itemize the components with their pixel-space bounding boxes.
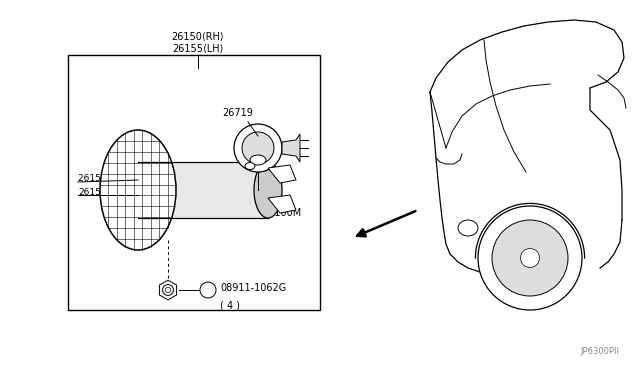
Text: ( 4 ): ( 4 ) xyxy=(220,300,240,310)
Ellipse shape xyxy=(520,248,540,267)
Ellipse shape xyxy=(242,132,274,164)
Ellipse shape xyxy=(492,220,568,296)
Text: JP6300PII: JP6300PII xyxy=(580,347,619,356)
Polygon shape xyxy=(268,195,296,213)
Text: 24100M: 24100M xyxy=(262,208,301,218)
Ellipse shape xyxy=(100,130,176,250)
Text: 08911-1062G: 08911-1062G xyxy=(220,283,286,293)
Text: N: N xyxy=(205,285,211,295)
Text: 26719: 26719 xyxy=(223,108,253,118)
Ellipse shape xyxy=(478,206,582,310)
Ellipse shape xyxy=(234,124,282,172)
Text: 26150⟨RH⟩: 26150⟨RH⟩ xyxy=(172,32,224,42)
Ellipse shape xyxy=(200,282,216,298)
Text: 26155⟨LH⟩: 26155⟨LH⟩ xyxy=(172,44,224,54)
Ellipse shape xyxy=(458,220,478,236)
Polygon shape xyxy=(138,162,268,218)
Polygon shape xyxy=(282,134,300,162)
Ellipse shape xyxy=(254,162,282,218)
Polygon shape xyxy=(268,165,296,183)
Bar xyxy=(68,55,320,310)
Text: 26156    ⟨RH⟩: 26156 ⟨RH⟩ xyxy=(78,173,138,183)
Polygon shape xyxy=(159,280,177,300)
Text: 26156+A⟨LH⟩: 26156+A⟨LH⟩ xyxy=(78,187,139,196)
Ellipse shape xyxy=(245,163,255,170)
Ellipse shape xyxy=(250,155,266,165)
